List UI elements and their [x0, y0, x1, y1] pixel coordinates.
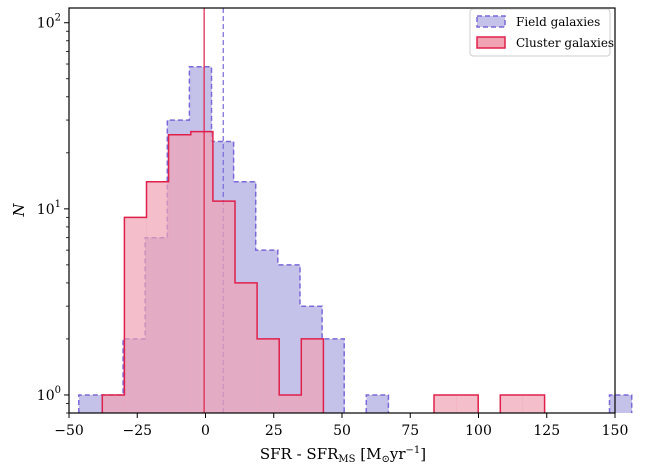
plot-area: [78, 8, 633, 414]
histogram-outline: [101, 130, 546, 413]
x-tick-label: −50: [54, 423, 84, 439]
x-tick-label: 75: [401, 423, 419, 439]
histogram-bar: [78, 394, 102, 413]
axes: −50 −25 0 25 50 75 100 125 150 100 101 102: [37, 7, 629, 439]
histogram-bar: [522, 394, 545, 413]
x-axis-label-unit-open: [M: [356, 445, 382, 463]
histogram-bar: [257, 338, 280, 413]
histogram-bar: [277, 264, 301, 413]
x-tick-label: 125: [533, 423, 560, 439]
y-tick-label: 102: [37, 13, 61, 32]
histogram-bar: [609, 394, 633, 413]
histogram-bar: [234, 282, 258, 413]
x-axis-label-unit-mid: yr: [389, 445, 406, 463]
histogram-bar: [301, 338, 324, 413]
y-axis-label: N: [10, 203, 28, 218]
histogram-bar: [102, 394, 125, 413]
histogram-bar: [500, 394, 523, 413]
histogram-bar: [190, 131, 214, 413]
x-axis-label-exponent: −1: [406, 445, 421, 456]
x-tick-label: 0: [201, 423, 210, 439]
histogram-bar: [168, 134, 192, 414]
x-axis-label-subscript: MS: [338, 454, 355, 465]
x-tick-label: 100: [465, 423, 492, 439]
histogram-bar: [279, 394, 302, 413]
legend-swatch-field: [476, 15, 506, 28]
histogram-bar: [212, 201, 236, 413]
x-tick-label: 25: [265, 423, 283, 439]
histogram-bar: [322, 338, 345, 413]
x-axis-label-unit-close: ]: [420, 445, 426, 463]
x-axis-label-base: SFR - SFR: [260, 445, 339, 463]
series-1: [101, 8, 546, 414]
histogram-bar: [366, 394, 389, 413]
legend-swatch-cluster: [476, 36, 506, 49]
legend: Field galaxies Cluster galaxies: [469, 8, 614, 57]
y-tick-label: 101: [37, 199, 61, 218]
x-tick-label: −25: [122, 423, 152, 439]
legend-label-field: Field galaxies: [516, 15, 600, 29]
x-tick-label: 150: [602, 423, 629, 439]
y-tick-label: 100: [37, 385, 61, 404]
histogram-bar: [434, 394, 457, 413]
legend-label-cluster: Cluster galaxies: [516, 36, 614, 50]
x-axis-label-sun-symbol: ⊙: [381, 454, 389, 465]
histogram-bar: [456, 394, 479, 413]
histogram-bar: [146, 181, 170, 413]
x-axis-label: SFR - SFRMS [M⊙yr−1]: [260, 445, 426, 465]
x-tick-label: 50: [333, 423, 351, 439]
histogram-bar: [124, 217, 147, 413]
